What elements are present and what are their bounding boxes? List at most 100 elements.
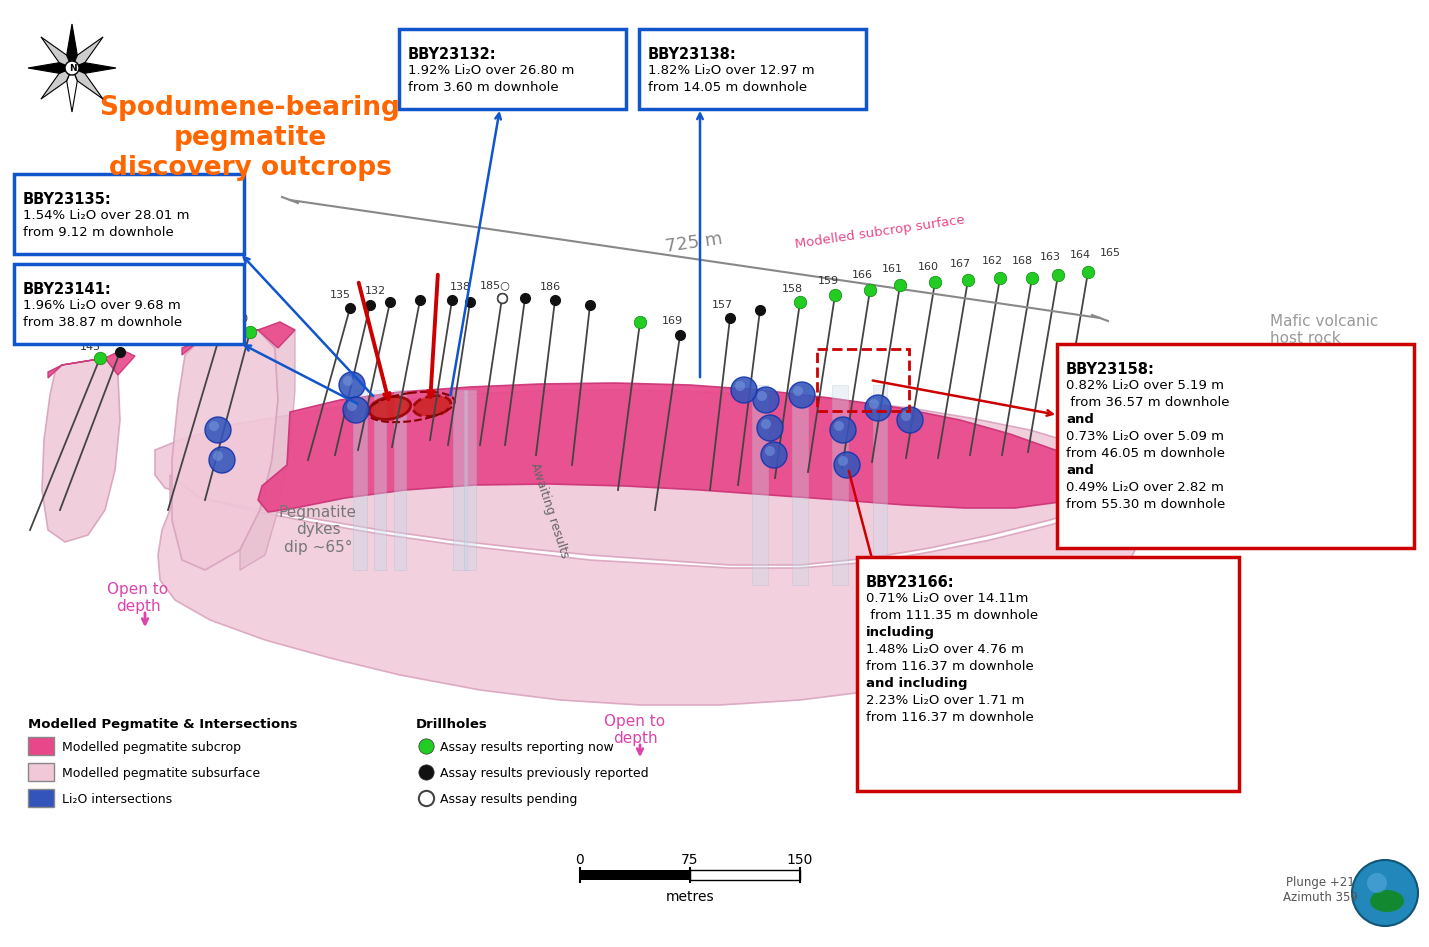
FancyBboxPatch shape xyxy=(639,29,866,109)
Circle shape xyxy=(1352,860,1418,926)
Text: BBY23135:: BBY23135: xyxy=(23,192,111,207)
Circle shape xyxy=(757,415,783,441)
Text: 164: 164 xyxy=(1069,250,1090,260)
Text: 1.48% Li₂O over 4.76 m: 1.48% Li₂O over 4.76 m xyxy=(866,643,1023,656)
Polygon shape xyxy=(71,63,116,73)
Text: Open to
depth: Open to depth xyxy=(107,581,169,615)
Text: discovery outcrops: discovery outcrops xyxy=(109,155,392,181)
Polygon shape xyxy=(41,68,71,99)
Text: Assay results pending: Assay results pending xyxy=(440,793,577,806)
Text: from 36.57 m downhole: from 36.57 m downhole xyxy=(1066,396,1229,409)
Circle shape xyxy=(213,451,223,461)
Text: BBY23141:: BBY23141: xyxy=(23,282,111,297)
Text: 186: 186 xyxy=(539,282,560,292)
Text: Assay results reporting now: Assay results reporting now xyxy=(440,741,613,754)
Text: 2.23% Li₂O over 1.71 m: 2.23% Li₂O over 1.71 m xyxy=(866,694,1025,707)
Text: Pegmatite
dykes
dip ~65°: Pegmatite dykes dip ~65° xyxy=(279,505,357,555)
Circle shape xyxy=(339,372,364,398)
Text: 162: 162 xyxy=(982,256,1003,266)
Circle shape xyxy=(765,446,775,456)
Polygon shape xyxy=(181,322,294,355)
Circle shape xyxy=(343,376,353,386)
Circle shape xyxy=(835,421,845,431)
Text: Modelled pegmatite subsurface: Modelled pegmatite subsurface xyxy=(61,766,260,779)
Text: 132: 132 xyxy=(364,286,386,296)
Text: and: and xyxy=(1066,464,1093,477)
Polygon shape xyxy=(171,330,279,570)
Bar xyxy=(374,390,386,570)
Text: metres: metres xyxy=(666,890,714,904)
Text: 185○: 185○ xyxy=(480,280,510,290)
Circle shape xyxy=(897,407,923,433)
Text: from 3.60 m downhole: from 3.60 m downhole xyxy=(409,81,559,94)
Circle shape xyxy=(869,399,879,409)
Text: 1.54% Li₂O over 28.01 m: 1.54% Li₂O over 28.01 m xyxy=(23,209,190,222)
Circle shape xyxy=(793,386,803,396)
Text: 163: 163 xyxy=(1039,252,1060,262)
Text: 169: 169 xyxy=(662,316,683,326)
Circle shape xyxy=(64,61,79,75)
Text: 0: 0 xyxy=(576,853,584,867)
Bar xyxy=(29,789,54,807)
Bar xyxy=(353,390,367,570)
Bar xyxy=(832,385,847,585)
Bar xyxy=(464,390,476,570)
Text: from 9.12 m downhole: from 9.12 m downhole xyxy=(23,226,174,239)
Text: Li₂O intersections: Li₂O intersections xyxy=(61,793,171,806)
Text: 140: 140 xyxy=(227,314,249,324)
Text: from 38.87 m downhole: from 38.87 m downhole xyxy=(23,316,181,329)
Circle shape xyxy=(1368,873,1388,893)
Circle shape xyxy=(902,411,912,421)
Text: 75: 75 xyxy=(682,853,699,867)
Polygon shape xyxy=(71,68,103,99)
Bar xyxy=(752,385,767,585)
FancyBboxPatch shape xyxy=(14,174,244,254)
Circle shape xyxy=(830,417,856,443)
FancyBboxPatch shape xyxy=(1057,344,1415,548)
Text: 166: 166 xyxy=(852,270,873,280)
Bar xyxy=(29,763,54,781)
Bar xyxy=(453,390,467,570)
Text: Mafic volcanic
host rock: Mafic volcanic host rock xyxy=(1270,313,1379,347)
Text: 165: 165 xyxy=(1099,248,1120,258)
Circle shape xyxy=(865,395,892,421)
Bar xyxy=(29,737,54,755)
Circle shape xyxy=(347,401,357,411)
Polygon shape xyxy=(67,24,77,68)
Text: 150: 150 xyxy=(787,853,813,867)
Text: from 55.30 m downhole: from 55.30 m downhole xyxy=(1066,498,1225,511)
Polygon shape xyxy=(259,383,1095,512)
Circle shape xyxy=(789,382,815,408)
Text: 1.82% Li₂O over 12.97 m: 1.82% Li₂O over 12.97 m xyxy=(647,64,815,77)
Text: including: including xyxy=(866,626,935,639)
Text: Awaiting results: Awaiting results xyxy=(529,460,572,560)
Text: 138: 138 xyxy=(450,282,470,292)
Text: from 46.05 m downhole: from 46.05 m downhole xyxy=(1066,447,1225,460)
Circle shape xyxy=(835,452,860,478)
Polygon shape xyxy=(71,37,103,68)
Text: Assay results previously reported: Assay results previously reported xyxy=(440,766,649,779)
Text: 0.71% Li₂O over 14.11m: 0.71% Li₂O over 14.11m xyxy=(866,592,1029,605)
Text: 135: 135 xyxy=(330,290,350,300)
Text: 157: 157 xyxy=(712,300,733,310)
Circle shape xyxy=(343,397,369,423)
Text: Modelled subcrop surface: Modelled subcrop surface xyxy=(795,213,966,251)
Text: Spodumene-bearing: Spodumene-bearing xyxy=(100,95,400,121)
Polygon shape xyxy=(29,63,71,73)
Text: BBY23132:: BBY23132: xyxy=(409,47,497,62)
Text: 161: 161 xyxy=(882,264,903,274)
Polygon shape xyxy=(49,350,134,378)
Text: BBY23158:: BBY23158: xyxy=(1066,362,1155,377)
Circle shape xyxy=(753,387,779,413)
Circle shape xyxy=(757,391,767,401)
Text: 167: 167 xyxy=(949,259,970,269)
Text: 168: 168 xyxy=(1012,256,1033,266)
Text: and including: and including xyxy=(866,677,967,690)
Text: 1.96% Li₂O over 9.68 m: 1.96% Li₂O over 9.68 m xyxy=(23,299,180,312)
FancyBboxPatch shape xyxy=(14,264,244,344)
Circle shape xyxy=(209,421,219,431)
Ellipse shape xyxy=(1370,890,1405,912)
Circle shape xyxy=(732,377,757,403)
FancyBboxPatch shape xyxy=(399,29,626,109)
Text: from 111.35 m downhole: from 111.35 m downhole xyxy=(866,609,1037,622)
